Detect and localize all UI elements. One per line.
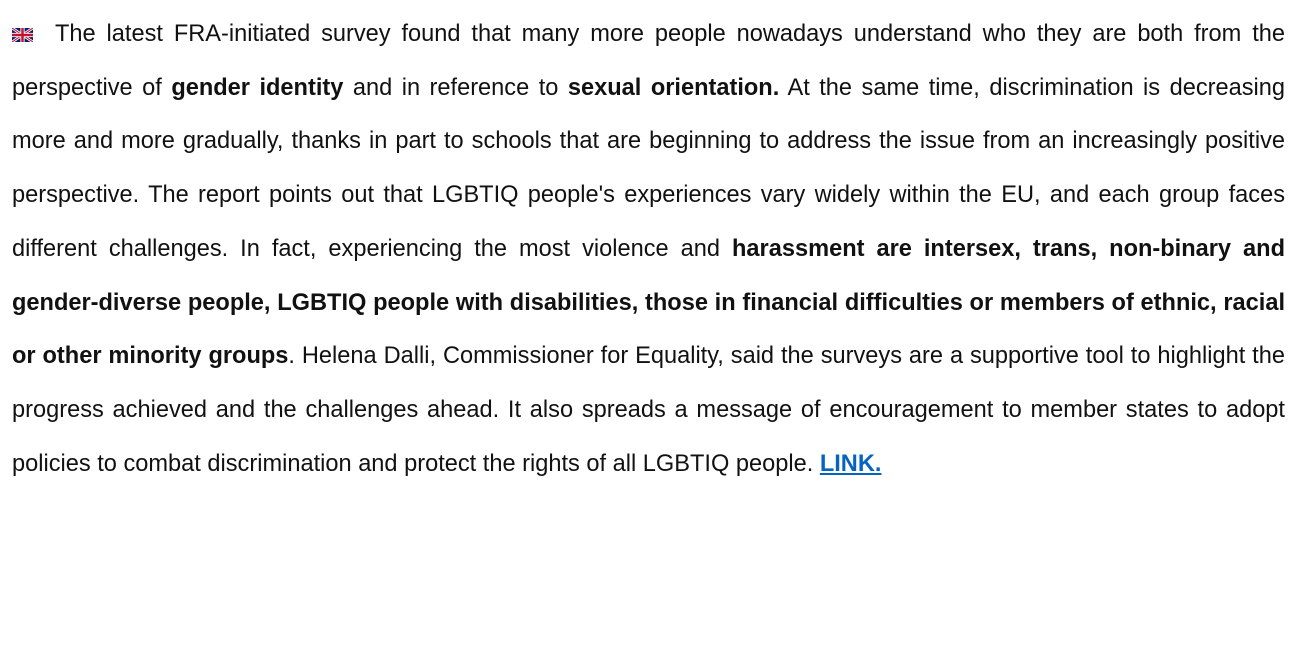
text: The latest FRA-initiated survey found th… bbox=[12, 21, 1285, 101]
link[interactable]: LINK. bbox=[819, 450, 882, 477]
bold-text: sexual orientation. bbox=[567, 74, 780, 101]
text: At the same time, discrimination is decr… bbox=[12, 74, 1285, 262]
paragraph: The latest FRA-initiated survey found th… bbox=[12, 21, 1285, 477]
bold-text: harassment are intersex, trans, non-bina… bbox=[12, 235, 1285, 370]
uk-flag-icon bbox=[12, 28, 33, 42]
text: and in reference to bbox=[343, 74, 568, 101]
bold-text: gender identity bbox=[171, 74, 344, 101]
text: . Helena Dalli, Commissioner for Equalit… bbox=[12, 343, 1285, 477]
